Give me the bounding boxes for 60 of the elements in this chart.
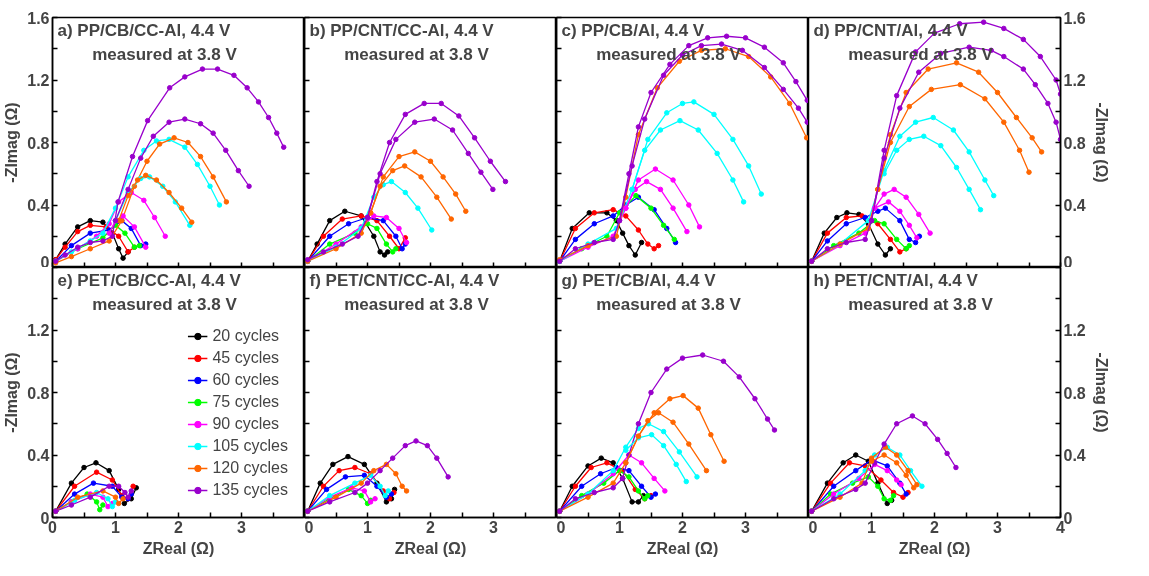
x-tick-label: 1 [363,518,373,536]
y-tick-label: 0.8 [1063,384,1086,402]
y-tick-label: 0 [40,253,50,271]
x-tick-label: 1 [615,518,625,536]
text: measured at 3.8 V [848,294,994,314]
chart-title: b) PP/CNT/CC-Al, 4.4 V [309,20,495,40]
x-axis-title: ZReal (Ω) [646,539,719,557]
y-tick-label: 1.2 [27,72,50,89]
y-tick-label: 1.2 [1063,72,1086,89]
y-tick-label: 1.6 [27,9,50,27]
x-tick-label: 1 [867,518,877,536]
legend-label: 20 cycles [212,326,280,346]
x-axis-title: ZReal (Ω) [394,539,467,557]
x-tick-label: 3 [993,518,1003,536]
x-tick-label: 0 [556,518,566,536]
y-tick-label: 1.2 [1063,322,1086,339]
y-tick-label: 0.4 [1063,197,1086,214]
y-axis-title: -ZImag (Ω) [3,102,21,183]
x-tick-label: 0 [304,518,314,536]
legend-label: 135 cycles [212,480,288,500]
x-tick-label: 1 [111,518,121,536]
x-tick-label: 3 [237,518,247,536]
y-axis-title: -ZImag (Ω) [3,352,21,433]
x-tick-label: 3 [741,518,751,536]
y-axis-title: -ZImag (Ω) [1092,352,1110,433]
y-tick-label: 0 [1063,253,1073,271]
y-tick-label: 0.8 [27,134,50,152]
text: measured at 3.8 V [596,294,742,314]
y-tick-label: 0.4 [27,197,50,214]
chart-title: f) PET/CNT/CC-Al, 4.4 V [309,270,501,290]
text: measured at 3.8 V [92,294,238,314]
x-axis-title: ZReal (Ω) [898,539,971,557]
x-tick-label: 3 [489,518,499,536]
y-tick-label: 1.6 [1063,9,1086,27]
text: measured at 3.8 V [344,294,490,314]
legend-label: 120 cycles [212,458,288,478]
chart-title: h) PET/CNT/Al, 4.4 V [813,270,979,290]
x-tick-label: 2 [678,518,688,536]
y-axis-title: -ZImag (Ω) [1092,102,1110,183]
x-axis-title: ZReal (Ω) [142,539,215,557]
chart-title: c) PP/CB/Al, 4.4 V [561,20,705,40]
y-tick-label: 0.8 [1063,134,1086,152]
text: measured at 3.8 V [344,44,490,64]
x-tick-label: 0 [808,518,818,536]
x-tick-label: 2 [930,518,940,536]
text: measured at 3.8 V [92,44,238,64]
y-tick-label: 0.4 [1063,447,1086,464]
chart-title: a) PP/CB/CC-Al, 4.4 V [57,20,232,40]
y-tick-label: 1.2 [27,322,50,339]
legend-label: 105 cycles [212,436,288,456]
legend-label: 45 cycles [212,348,280,368]
y-tick-label: 0.8 [27,384,50,402]
chart-title: g) PET/CB/Al, 4.4 V [561,270,717,290]
legend-label: 60 cycles [212,370,280,390]
y-tick-label: 0.4 [27,447,50,464]
x-tick-label: 2 [174,518,184,536]
x-tick-label: 2 [426,518,436,536]
legend-label: 90 cycles [212,414,280,434]
chart-title: e) PET/CB/CC-Al, 4.4 V [57,270,242,290]
legend-label: 75 cycles [212,392,280,412]
